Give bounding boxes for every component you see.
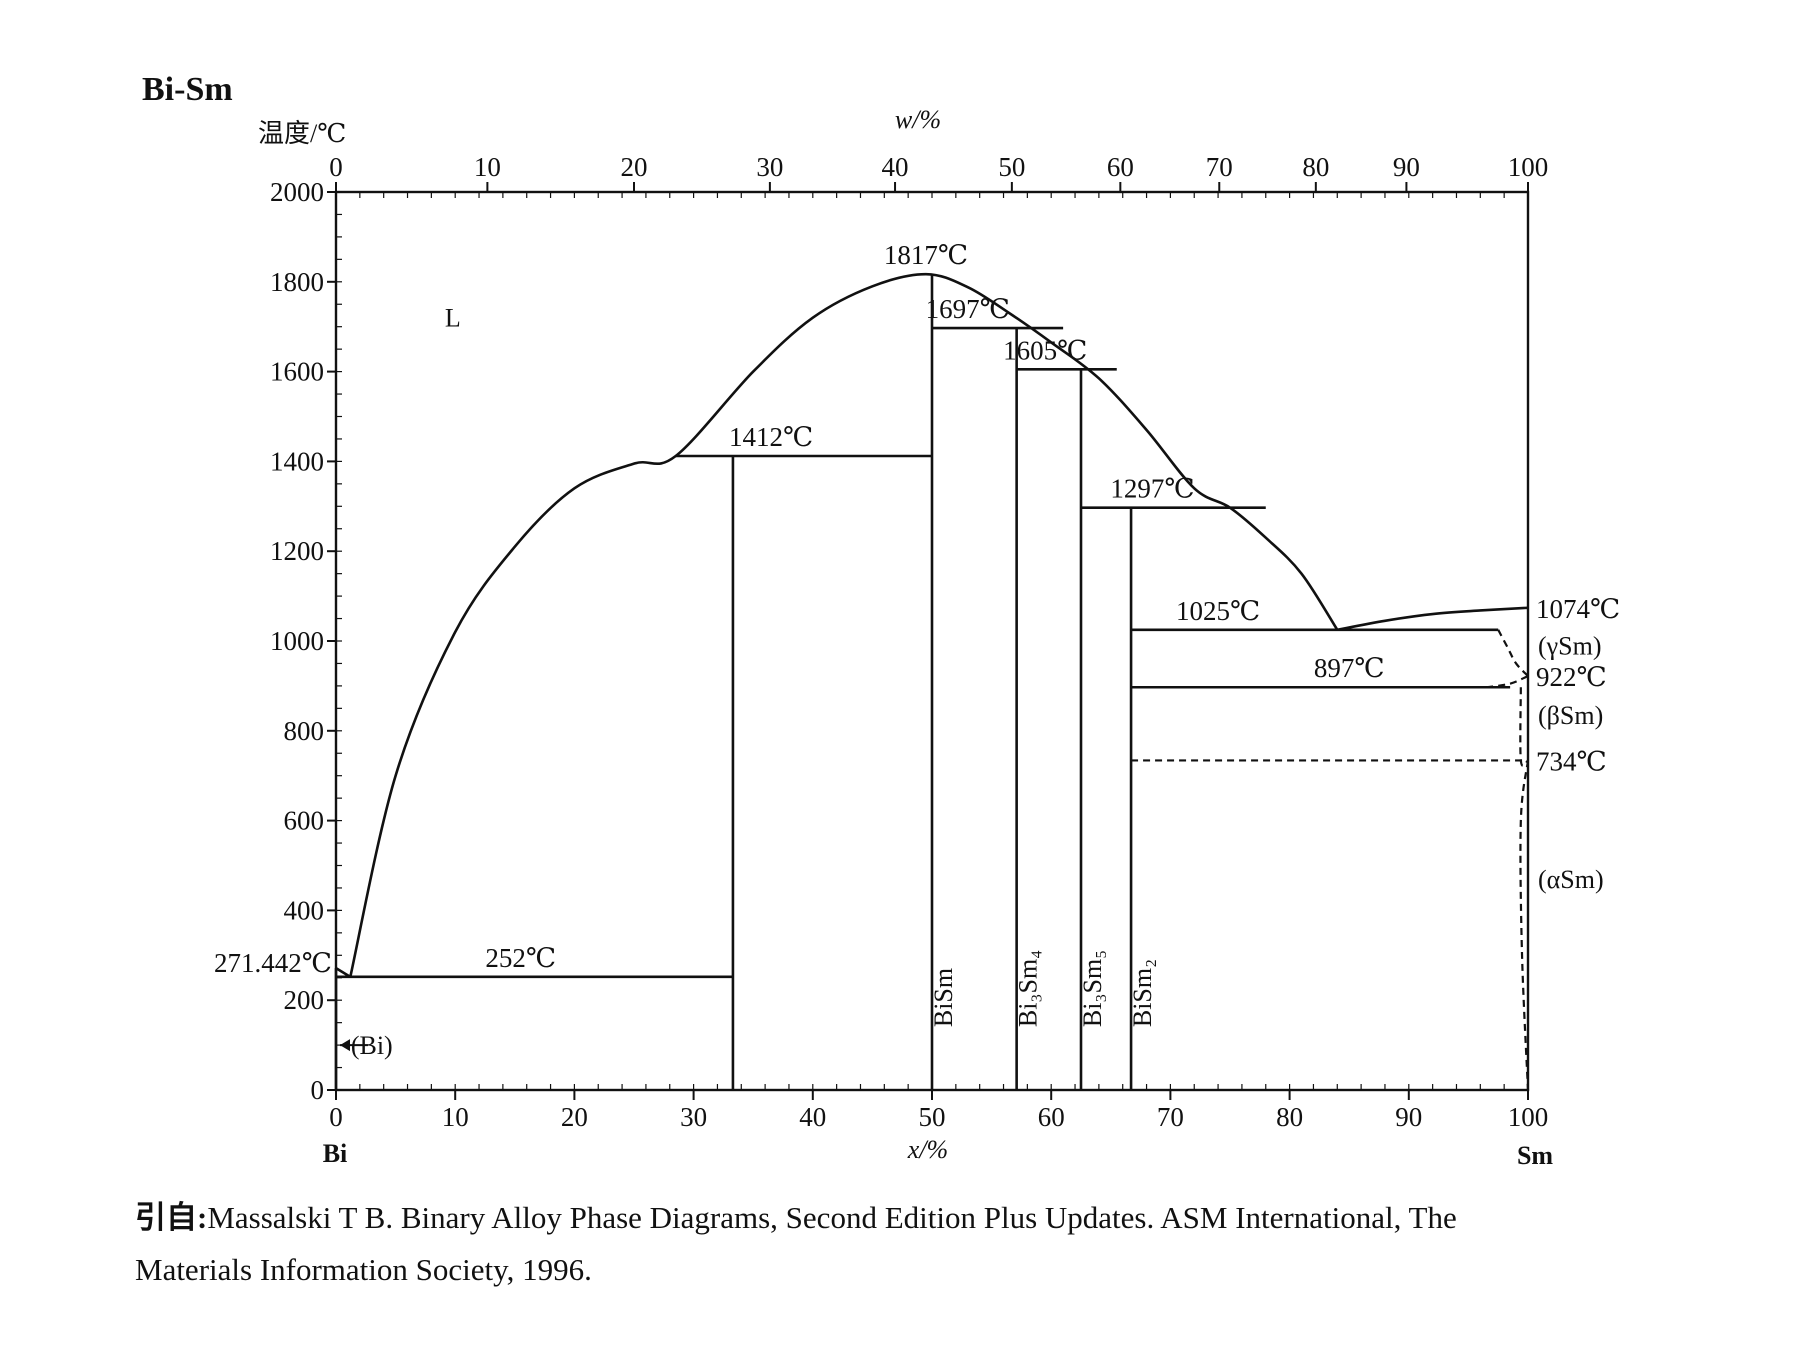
temperature-label: 897℃ (1314, 653, 1385, 683)
y-tick-label: 1600 (270, 357, 324, 387)
citation-line-1: 引自:Massalski T B. Binary Alloy Phase Dia… (135, 1192, 1795, 1244)
top-tick-label: 100 (1508, 152, 1549, 182)
top-axis-label: w/% (895, 105, 941, 134)
compound-label: BiSm (929, 968, 958, 1027)
y-tick-label: 1000 (270, 626, 324, 656)
compound-label: Bi₃Sm₄ (1014, 950, 1043, 1027)
top-tick-label: 50 (998, 152, 1025, 182)
top-tick-label: 40 (882, 152, 909, 182)
x-tick-label: 70 (1157, 1102, 1184, 1132)
top-tick-label: 30 (756, 152, 783, 182)
temperature-labels: 1817℃ 1697℃ 1605℃ 1412℃ 1297℃ 1025℃ 897℃ 252℃ 27… (214, 240, 1620, 978)
x-tick-label: 40 (799, 1102, 826, 1132)
phase-region-labels: L(Bi)(γSm)(βSm)(αSm) (340, 304, 1604, 1060)
bottom-axis-label: x/% (907, 1135, 948, 1164)
compound-labels: BiSm Bi₃Sm₄ Bi₃Sm₅ BiSm₂ (929, 950, 1157, 1027)
left-component-label: Bi (323, 1139, 348, 1168)
top-tick-label: 10 (474, 152, 501, 182)
dashed-boundary-line (1497, 629, 1529, 677)
temperature-label: 1697℃ (926, 294, 1010, 324)
sm-liquidus-curve (1337, 606, 1529, 632)
temperature-label: 1817℃ (884, 240, 968, 270)
temperature-label: 1025℃ (1176, 596, 1260, 626)
x-tick-label: 100 (1508, 1102, 1549, 1132)
dashed-boundary-line (1486, 675, 1529, 689)
temperature-label: 271.442℃ (214, 948, 332, 978)
x-tick-label: 0 (329, 1102, 343, 1132)
top-tick-label: 70 (1206, 152, 1233, 182)
temperature-label: 922℃ (1536, 662, 1607, 692)
compound-label: BiSm₂ (1128, 959, 1157, 1027)
x-tick-label: 80 (1276, 1102, 1303, 1132)
temperature-label: 252℃ (485, 943, 556, 973)
x-tick-label: 50 (919, 1102, 946, 1132)
x-tick-label: 20 (561, 1102, 588, 1132)
x-tick-label: 90 (1395, 1102, 1422, 1132)
y-axis-label: 温度/℃ (258, 119, 346, 148)
y-axis-ticks: 0 200 400 600 800 1000 1200 1400 1600 1800 2000 (270, 177, 342, 1105)
temperature-label: 734℃ (1536, 746, 1607, 776)
phase-region-label: (αSm) (1538, 865, 1604, 894)
right-component-label: Sm (1517, 1141, 1553, 1170)
top-tick-label: 90 (1393, 152, 1420, 182)
phase-boundaries (334, 272, 1530, 1091)
temperature-label: 1074℃ (1536, 594, 1620, 624)
bi-arrow-head (340, 1039, 350, 1052)
compound-label: Bi₃Sm₅ (1078, 950, 1107, 1027)
y-tick-label: 200 (284, 985, 325, 1015)
y-tick-label: 400 (284, 895, 325, 925)
diagram-title: Bi-Sm (142, 71, 233, 108)
y-tick-label: 600 (284, 806, 325, 836)
phase-region-label: L (445, 304, 461, 333)
y-tick-label: 2000 (270, 177, 324, 207)
x-tick-label: 10 (442, 1102, 469, 1132)
phase-region-label: (βSm) (1538, 701, 1603, 730)
top-tick-label: 60 (1107, 152, 1134, 182)
top-tick-label: 80 (1302, 152, 1329, 182)
dashed-boundary-line (1519, 687, 1530, 767)
phase-region-label: (γSm) (1538, 631, 1602, 660)
temperature-label: 1412℃ (729, 422, 813, 452)
phase-boundary-line (335, 967, 351, 978)
top-tick-label: 0 (329, 152, 343, 182)
liquidus-curve (349, 272, 1339, 978)
citation-line-2: Materials Information Society, 1996. (135, 1252, 592, 1287)
y-tick-label: 0 (311, 1075, 325, 1105)
x-tick-label: 30 (680, 1102, 707, 1132)
dashed-boundary-line (1519, 760, 1530, 1091)
y-tick-label: 1400 (270, 446, 324, 476)
y-tick-label: 1200 (270, 536, 324, 566)
temperature-label: 1605℃ (1003, 335, 1087, 365)
y-tick-label: 800 (284, 716, 325, 746)
citation-text-1: Massalski T B. Binary Alloy Phase Diagra… (207, 1200, 1457, 1235)
y-tick-label: 1800 (270, 267, 324, 297)
top-tick-label: 20 (621, 152, 648, 182)
citation: 引自:Massalski T B. Binary Alloy Phase Dia… (135, 1192, 1795, 1296)
citation-prefix: 引自: (135, 1200, 208, 1235)
temperature-label: 1297℃ (1110, 474, 1194, 504)
x-tick-label: 60 (1038, 1102, 1065, 1132)
x-axis-top-ticks: 0 10 20 30 40 50 60 70 80 90 100 (329, 152, 1548, 198)
